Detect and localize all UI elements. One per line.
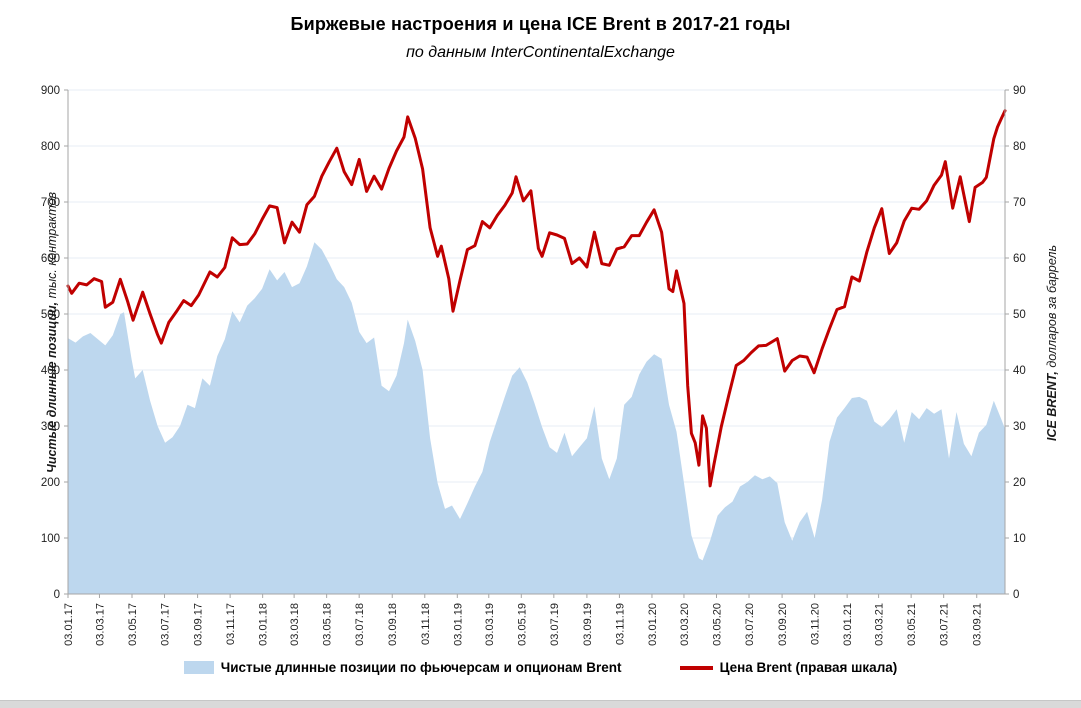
y-right-tick-label: 0 <box>1013 589 1019 601</box>
x-axis-label: 03.11.20 <box>810 603 822 645</box>
x-axis-label: 03.09.21 <box>972 603 984 646</box>
y-right-tick-label: 30 <box>1013 421 1026 433</box>
y-left-tick-label: 100 <box>41 533 60 545</box>
brent-price-line-series <box>66 109 1007 488</box>
x-axis-label: 03.05.21 <box>906 603 918 646</box>
x-axis-label: 03.01.17 <box>63 603 75 646</box>
x-axis-label: 03.03.18 <box>289 603 301 646</box>
x-axis-label: 03.03.21 <box>874 603 886 646</box>
y-right-tick-label: 70 <box>1013 197 1026 209</box>
left-axis-title-rest: тыс. контрактов <box>45 191 59 302</box>
y-right-tick-label: 50 <box>1013 309 1026 321</box>
x-axis-label: 03.11.19 <box>614 603 626 645</box>
right-axis-title: ICE BRENT, долларов за баррель <box>1045 213 1059 473</box>
x-axis-label: 03.09.19 <box>582 603 594 646</box>
right-axis-title-rest: долларов за баррель <box>1045 244 1059 372</box>
x-axis-label: 03.05.19 <box>516 603 528 646</box>
x-axis-label: 03.05.17 <box>127 603 139 646</box>
x-axis-label: 03.09.18 <box>387 603 399 646</box>
x-axis-label: 03.01.18 <box>258 603 270 646</box>
left-axis-title: Чистые длинные позиции, тыс. контрактов <box>45 192 59 473</box>
x-axis-label: 03.01.19 <box>452 603 464 646</box>
y-right-tick-label: 90 <box>1013 85 1026 97</box>
y-left-tick-label: 200 <box>41 477 60 489</box>
x-axis-label: 03.07.17 <box>160 603 172 646</box>
y-right-tick-label: 80 <box>1013 141 1026 153</box>
left-axis-title-bold: Чистые длинные позиции, <box>45 301 59 473</box>
line-swatch-icon <box>679 665 713 670</box>
x-axis-label: 03.01.20 <box>647 603 659 646</box>
y-left-tick-label: 600 <box>41 253 60 265</box>
y-left-tick-label: 900 <box>41 85 60 97</box>
x-axis-label: 03.03.19 <box>484 603 496 646</box>
y-right-tick-label: 10 <box>1013 533 1026 545</box>
area-swatch-icon <box>183 661 214 674</box>
x-axis-label: 03.07.21 <box>939 603 951 646</box>
y-left-tick-label: 0 <box>54 589 60 601</box>
x-axis-label: 03.01.21 <box>842 603 854 646</box>
x-axis-label: 03.07.18 <box>354 603 366 646</box>
y-right-tick-label: 20 <box>1013 477 1026 489</box>
x-axis-label: 03.09.20 <box>777 603 789 646</box>
legend-item-net-long: Чистые длинные позиции по фьючерсам и оп… <box>183 660 622 675</box>
chart-title: Биржевые настроения и цена ICE Brent в 2… <box>290 14 791 34</box>
x-axis-label: 03.05.20 <box>711 603 723 646</box>
y-left-tick-label: 400 <box>41 365 60 377</box>
chart-subtitle: по данным InterContinentalExchange <box>406 44 675 61</box>
legend: Чистые длинные позиции по фьючерсам и оп… <box>0 660 1081 675</box>
legend-label-net-long: Чистые длинные позиции по фьючерсам и оп… <box>220 660 622 675</box>
x-axis-label: 03.11.17 <box>225 603 237 645</box>
legend-item-brent-price: Цена Brent (правая шкала) <box>679 660 898 675</box>
y-left-tick-label: 700 <box>41 197 60 209</box>
x-axis-label: 03.07.19 <box>549 603 561 646</box>
right-axis-title-bold: ICE BRENT, <box>1045 371 1059 442</box>
x-axis-label: 03.05.18 <box>322 603 334 646</box>
y-left-tick-label: 500 <box>41 309 60 321</box>
y-left-tick-label: 300 <box>41 421 60 433</box>
x-axis-label: 03.11.18 <box>420 603 432 645</box>
x-axis-label: 03.07.20 <box>744 603 756 646</box>
legend-label-brent-price: Цена Brent (правая шкала) <box>719 660 898 675</box>
y-right-tick-label: 60 <box>1013 253 1026 265</box>
y-right-tick-label: 40 <box>1013 365 1026 377</box>
x-axis-label: 03.03.20 <box>679 603 691 646</box>
x-axis-label: 03.03.17 <box>94 603 106 646</box>
bottom-strip <box>0 700 1081 708</box>
x-axis-label: 03.09.17 <box>193 603 205 646</box>
net-long-area-series <box>68 242 1005 595</box>
y-left-tick-label: 800 <box>41 141 60 153</box>
